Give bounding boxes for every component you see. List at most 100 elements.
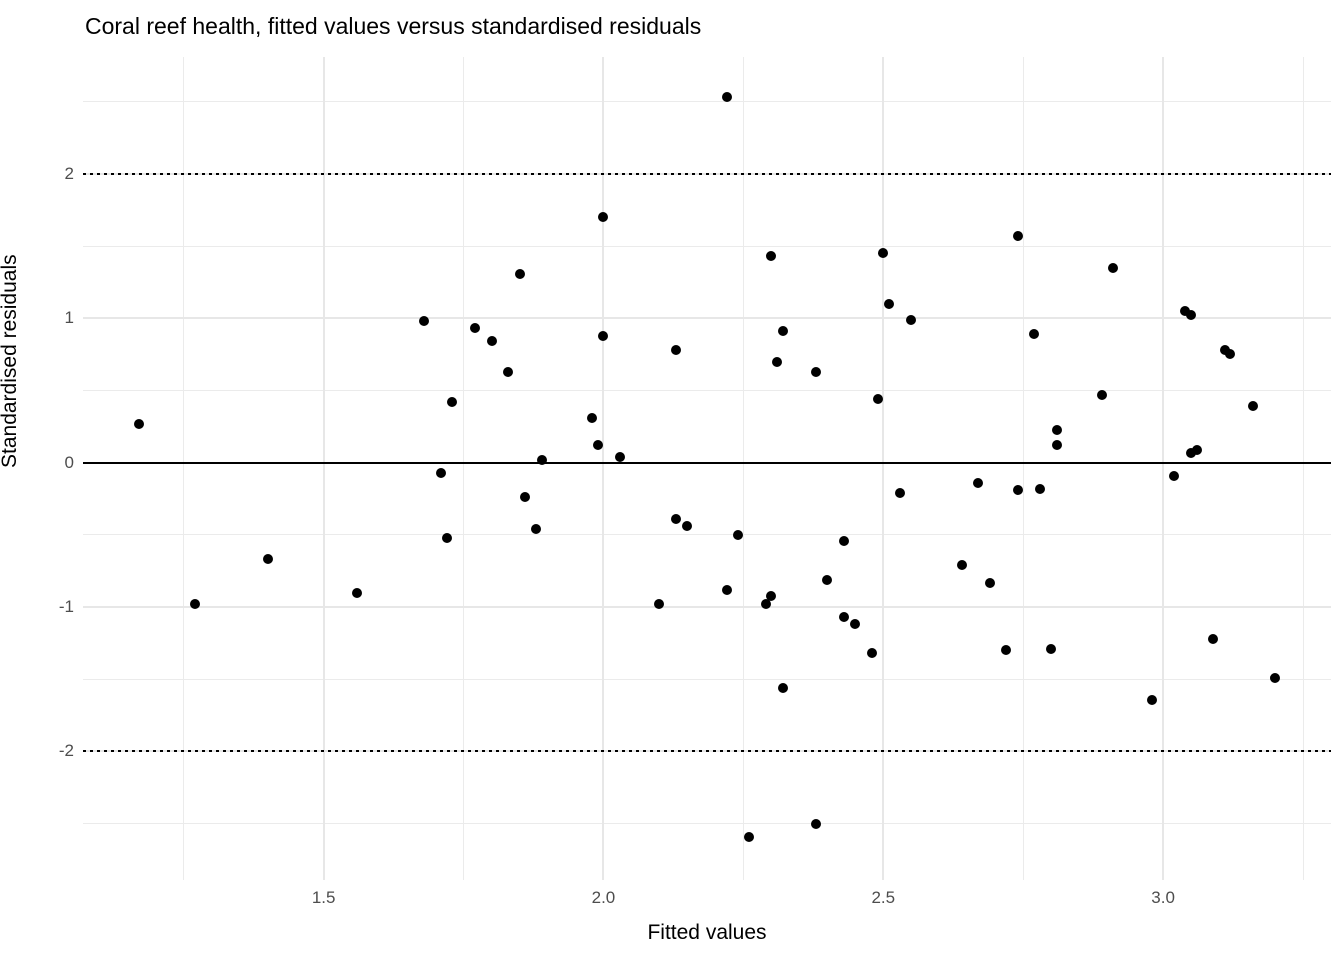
- x-minor-gridline: [742, 57, 744, 880]
- data-point: [1247, 401, 1258, 412]
- data-point: [352, 587, 363, 598]
- data-point: [895, 488, 906, 499]
- data-point: [441, 532, 452, 543]
- data-point: [486, 336, 497, 347]
- data-point: [1051, 424, 1062, 435]
- data-point: [811, 366, 822, 377]
- data-point: [721, 92, 732, 103]
- data-point: [598, 212, 609, 223]
- data-point: [732, 529, 743, 540]
- x-major-gridline: [602, 57, 605, 880]
- data-point: [592, 440, 603, 451]
- data-point: [839, 612, 850, 623]
- data-point: [1051, 440, 1062, 451]
- data-point: [777, 682, 788, 693]
- data-point: [867, 648, 878, 659]
- data-point: [503, 366, 514, 377]
- data-point: [598, 330, 609, 341]
- y-tick-label: 0: [64, 452, 74, 472]
- data-point: [850, 619, 861, 630]
- data-point: [811, 818, 822, 829]
- data-point: [1270, 672, 1281, 683]
- data-point: [872, 394, 883, 405]
- data-point: [1146, 694, 1157, 705]
- data-point: [984, 577, 995, 588]
- chart-title: Coral reef health, fitted values versus …: [85, 13, 702, 39]
- data-point: [520, 492, 531, 503]
- data-point: [1180, 306, 1191, 317]
- y-tick-label: 1: [64, 308, 74, 328]
- data-point: [1001, 645, 1012, 656]
- data-point: [839, 535, 850, 546]
- y-minor-gridline: [83, 101, 1331, 103]
- data-point: [262, 554, 273, 565]
- data-point: [766, 251, 777, 262]
- y-minor-gridline: [83, 390, 1331, 392]
- y-minor-gridline: [83, 823, 1331, 825]
- data-point: [1029, 329, 1040, 340]
- data-point: [447, 397, 458, 408]
- data-point: [743, 831, 754, 842]
- x-minor-gridline: [463, 57, 465, 880]
- data-point: [682, 521, 693, 532]
- data-point: [654, 599, 665, 610]
- y-tick-label: -2: [58, 741, 74, 761]
- data-point: [906, 314, 917, 325]
- data-point: [956, 560, 967, 571]
- x-major-gridline: [322, 57, 325, 880]
- data-point: [1046, 643, 1057, 654]
- data-point: [777, 326, 788, 337]
- x-tick-label: 2.5: [871, 888, 896, 907]
- x-minor-gridline: [183, 57, 185, 880]
- data-point: [1219, 345, 1230, 356]
- data-point: [883, 298, 894, 309]
- data-point: [1012, 485, 1023, 496]
- data-point: [721, 584, 732, 595]
- x-major-gridline: [1162, 57, 1165, 880]
- x-minor-gridline: [1302, 57, 1304, 880]
- data-point: [878, 248, 889, 259]
- y-axis-title: Standardised residuals: [0, 254, 21, 468]
- data-point: [766, 590, 777, 601]
- data-point: [531, 524, 542, 535]
- plot-panel: [83, 57, 1331, 880]
- data-point: [1208, 633, 1219, 644]
- x-axis-title: Fitted values: [647, 921, 767, 944]
- x-major-gridline: [882, 57, 885, 880]
- lower-threshold-line: [83, 750, 1331, 753]
- y-minor-gridline: [83, 678, 1331, 680]
- data-point: [1225, 349, 1236, 360]
- data-point: [1191, 444, 1202, 455]
- data-point: [587, 412, 598, 423]
- data-point: [1012, 231, 1023, 242]
- data-point: [1186, 447, 1197, 458]
- data-point: [760, 599, 771, 610]
- y-major-gridline: [83, 317, 1331, 320]
- data-point: [514, 268, 525, 279]
- data-point: [973, 477, 984, 488]
- upper-threshold-line: [83, 172, 1331, 175]
- x-minor-gridline: [1022, 57, 1024, 880]
- data-point: [1107, 262, 1118, 273]
- y-major-gridline: [83, 606, 1331, 609]
- data-point: [822, 574, 833, 585]
- data-point: [771, 356, 782, 367]
- data-point: [133, 418, 144, 429]
- data-point: [615, 451, 626, 462]
- y-tick-label: -1: [58, 597, 74, 617]
- x-tick-label: 1.5: [311, 888, 336, 907]
- data-point: [419, 316, 430, 327]
- data-point: [536, 454, 547, 465]
- zero-reference-line: [83, 461, 1331, 464]
- x-tick-label: 2.0: [591, 888, 616, 907]
- data-point: [469, 323, 480, 334]
- data-point: [671, 345, 682, 356]
- y-minor-gridline: [83, 534, 1331, 536]
- y-tick-label: 2: [64, 163, 74, 183]
- data-point: [1186, 310, 1197, 321]
- data-point: [1034, 483, 1045, 494]
- data-point: [1169, 470, 1180, 481]
- data-point: [189, 599, 200, 610]
- data-point: [671, 514, 682, 525]
